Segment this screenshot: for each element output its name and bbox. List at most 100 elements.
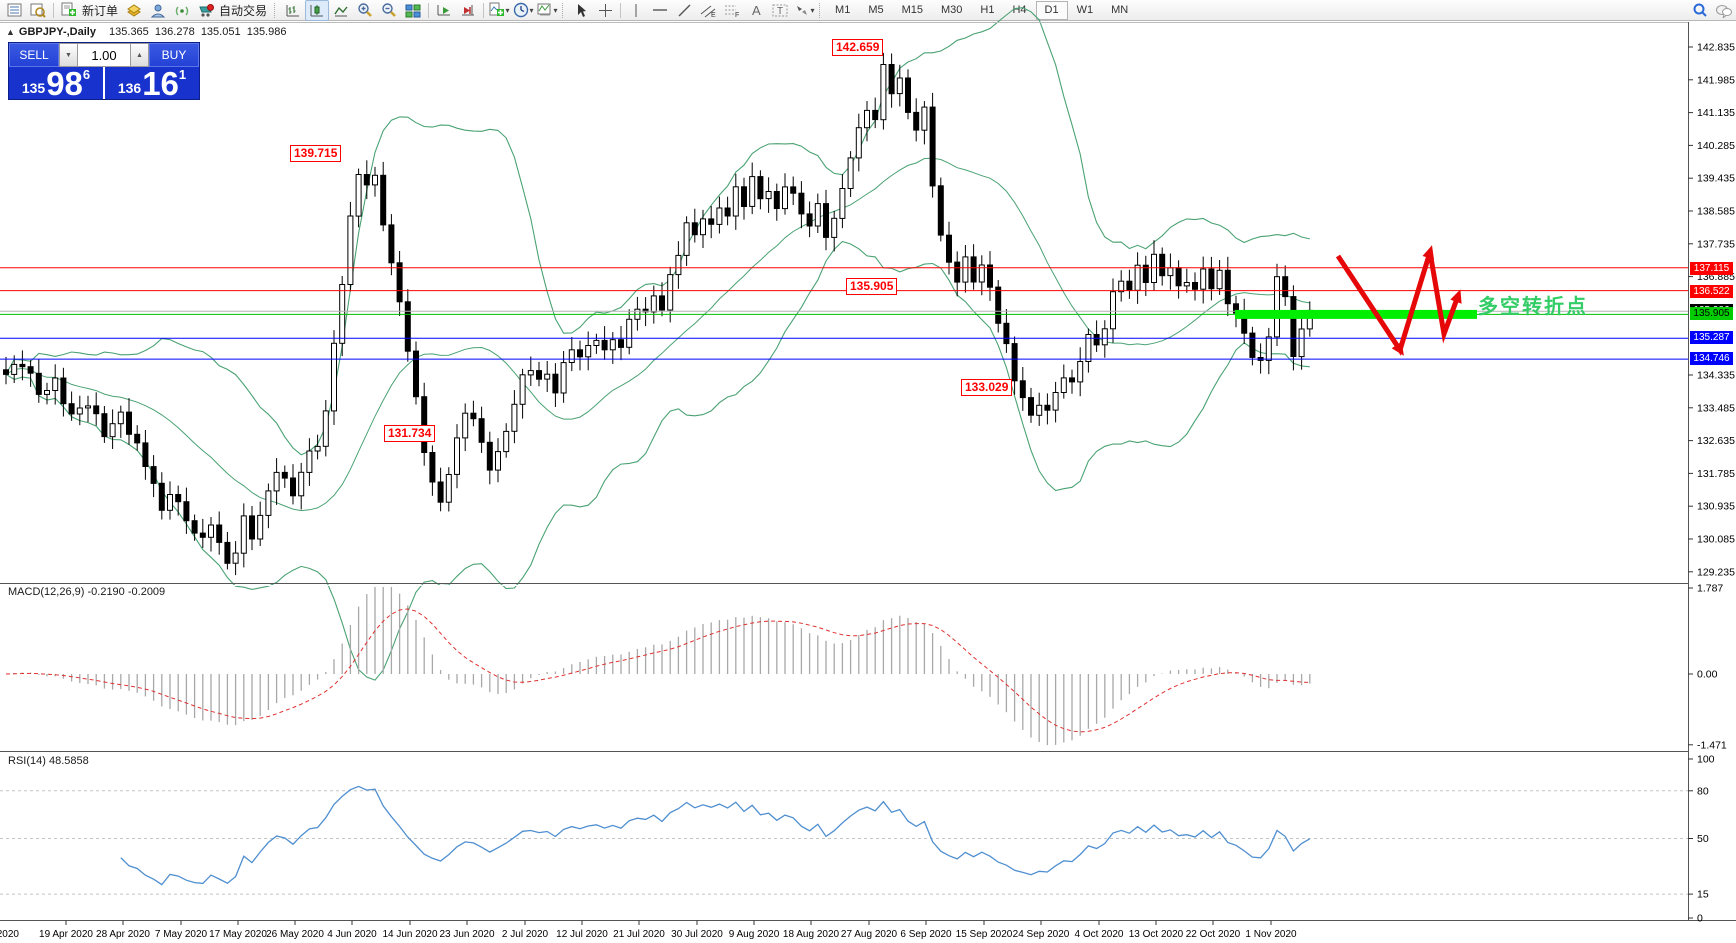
tab-h4[interactable]: H4	[1012, 3, 1027, 16]
svg-text:14 Jun 2020: 14 Jun 2020	[382, 929, 437, 940]
new-order-label[interactable]: 新订单	[82, 3, 119, 18]
bar-chart-button[interactable]	[281, 0, 305, 21]
buy-price-pip: 1	[178, 67, 187, 82]
axis-label-red-lower: 136.522	[1690, 285, 1733, 298]
periods-button[interactable]: ▾	[511, 0, 535, 21]
tab-m5[interactable]: M5	[868, 3, 884, 16]
svg-text:12 Jul 2020: 12 Jul 2020	[556, 929, 608, 940]
svg-text:129.235: 129.235	[1697, 566, 1735, 578]
quote-open: 135.365	[109, 26, 149, 38]
svg-text:21 Jul 2020: 21 Jul 2020	[613, 929, 665, 940]
turning-point-note[interactable]: 多空转折点	[1478, 296, 1588, 318]
vertical-line-button[interactable]	[624, 0, 648, 21]
annotation-142-659[interactable]: 142.659	[832, 39, 884, 56]
chat-button[interactable]	[1712, 0, 1736, 21]
tab-mn[interactable]: MN	[1111, 3, 1129, 16]
svg-text:1.787: 1.787	[1697, 583, 1723, 595]
svg-text:141.985: 141.985	[1697, 74, 1735, 86]
crosshair-button[interactable]	[593, 0, 617, 21]
buy-price[interactable]: 136 16 1	[105, 65, 199, 102]
svg-text:18 Aug 2020: 18 Aug 2020	[783, 929, 840, 940]
svg-text:138.585: 138.585	[1697, 206, 1735, 218]
equidistant-channel-button[interactable]: E	[696, 0, 720, 21]
zoom-out-button[interactable]	[377, 0, 401, 21]
arrows-tool-button[interactable]: ▾	[792, 0, 816, 21]
market-watch-button[interactable]	[2, 0, 26, 21]
chart-shift-button[interactable]	[456, 0, 480, 21]
svg-text:4 Jun 2020: 4 Jun 2020	[327, 929, 377, 940]
svg-text:13 Oct 2020: 13 Oct 2020	[1129, 929, 1184, 940]
text-label-button[interactable]: T	[768, 0, 792, 21]
tab-d1[interactable]: D1	[1035, 0, 1068, 20]
templates-button[interactable]: ▾	[535, 0, 559, 21]
signals-icon[interactable]	[170, 0, 194, 21]
svg-text:140.285: 140.285	[1697, 140, 1735, 152]
svg-text:17 May 2020: 17 May 2020	[209, 929, 267, 940]
mql5-community-icon[interactable]	[146, 0, 170, 21]
svg-text:1 Nov 2020: 1 Nov 2020	[1245, 929, 1297, 940]
search-button[interactable]	[1688, 0, 1712, 21]
svg-text:142.835: 142.835	[1697, 42, 1735, 54]
svg-text:9 Aug 2020: 9 Aug 2020	[729, 929, 780, 940]
svg-text:130.085: 130.085	[1697, 534, 1735, 546]
svg-text:27 Aug 2020: 27 Aug 2020	[841, 929, 898, 940]
volume-up-button[interactable]: ▲	[130, 43, 149, 67]
svg-text:6 Sep 2020: 6 Sep 2020	[900, 929, 952, 940]
trendline-button[interactable]	[672, 0, 696, 21]
annotation-131-734[interactable]: 131.734	[384, 425, 436, 442]
svg-text:80: 80	[1697, 785, 1709, 797]
svg-text:134.335: 134.335	[1697, 370, 1735, 382]
axis-label-blue-upper: 135.287	[1690, 331, 1733, 344]
svg-text:133.485: 133.485	[1697, 402, 1735, 414]
svg-text:141.135: 141.135	[1697, 107, 1735, 119]
buy-price-big: 16	[142, 65, 179, 102]
metaeditor-icon[interactable]	[122, 0, 146, 21]
svg-text:132.635: 132.635	[1697, 435, 1735, 447]
volume-down-button[interactable]: ▼	[59, 43, 78, 67]
sell-price[interactable]: 135 98 6	[9, 67, 105, 100]
tab-m30[interactable]: M30	[941, 3, 963, 16]
tile-windows-button[interactable]	[401, 0, 425, 21]
cursor-button[interactable]	[569, 0, 593, 21]
fibonacci-button[interactable]: F	[720, 0, 744, 21]
auto-scroll-button[interactable]	[432, 0, 456, 21]
axis-label-red-upper: 137.115	[1690, 262, 1733, 275]
data-window-button[interactable]	[26, 0, 50, 21]
autotrading-label[interactable]: 自动交易	[219, 3, 268, 18]
svg-text:7 May 2020: 7 May 2020	[155, 929, 208, 940]
svg-text:24 Sep 2020: 24 Sep 2020	[1013, 929, 1070, 940]
tab-m15[interactable]: M15	[901, 3, 923, 16]
axis-label-blue-lower: 134.746	[1690, 352, 1733, 365]
svg-text:139.435: 139.435	[1697, 173, 1735, 185]
svg-text:28 Apr 2020: 28 Apr 2020	[96, 929, 150, 940]
zoom-in-button[interactable]	[353, 0, 377, 21]
indicators-button[interactable]: ▾	[487, 0, 511, 21]
tab-h1[interactable]: H1	[980, 3, 995, 16]
line-chart-button[interactable]	[329, 0, 353, 21]
collapse-panel-arrow[interactable]: ▲	[6, 27, 15, 37]
svg-text:A: A	[752, 3, 761, 18]
new-order-button[interactable]	[57, 0, 81, 21]
svg-text:50: 50	[1697, 833, 1709, 845]
autotrading-button[interactable]	[194, 0, 218, 21]
buy-price-base: 136	[117, 80, 142, 96]
svg-text:E: E	[711, 12, 716, 18]
quote-high: 136.278	[154, 26, 195, 38]
buy-button[interactable]: BUY	[149, 43, 199, 67]
svg-text:15 Sep 2020: 15 Sep 2020	[956, 929, 1013, 940]
annotation-135-905[interactable]: 135.905	[846, 278, 898, 295]
horizontal-line-button[interactable]	[648, 0, 672, 21]
svg-text:0.00: 0.00	[1697, 669, 1718, 681]
volume-input[interactable]: 1.00	[78, 43, 130, 67]
quote-low: 135.051	[200, 26, 241, 38]
svg-text:23 Jun 2020: 23 Jun 2020	[439, 929, 494, 940]
annotation-133-029[interactable]: 133.029	[961, 379, 1013, 396]
tab-m1[interactable]: M1	[835, 3, 851, 16]
sell-button[interactable]: SELL	[9, 43, 59, 67]
annotation-139-715[interactable]: 139.715	[290, 145, 342, 162]
tab-w1[interactable]: W1	[1076, 3, 1094, 16]
svg-text:100: 100	[1697, 754, 1715, 766]
text-button[interactable]: A	[744, 0, 768, 21]
candlestick-chart-button[interactable]	[305, 0, 330, 21]
